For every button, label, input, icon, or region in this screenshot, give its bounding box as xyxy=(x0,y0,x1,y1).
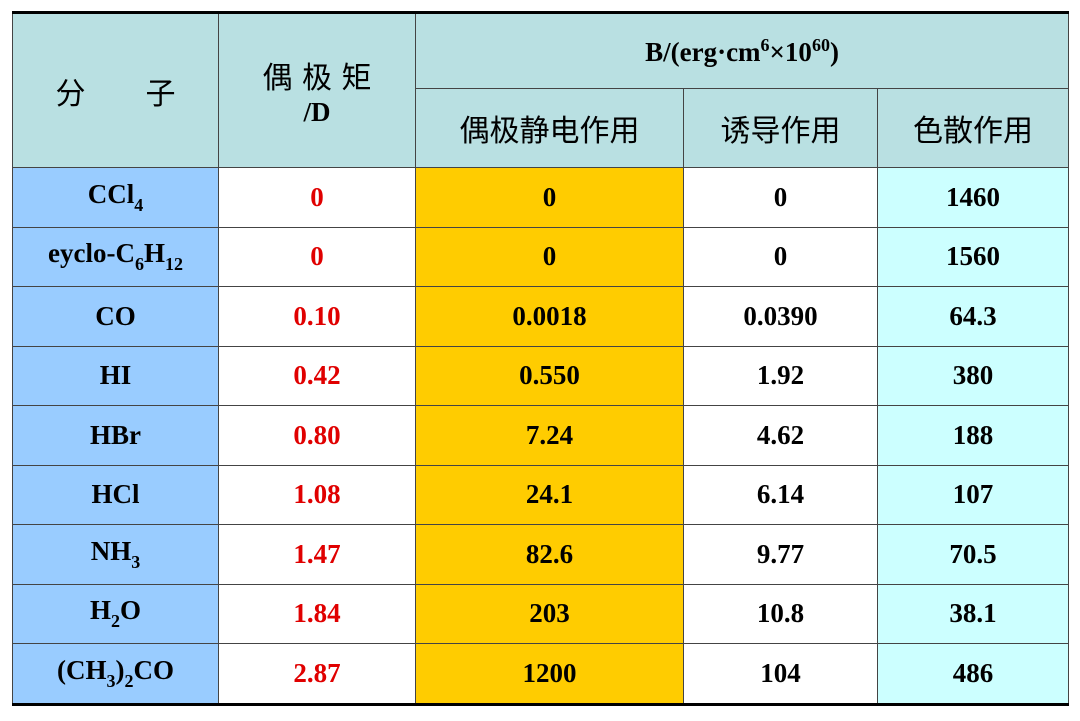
text-segment: HCl xyxy=(91,479,140,510)
value-cell: 107 xyxy=(876,464,1070,525)
table-container: 分 子 偶 极 矩/D B/(erg·cm6×1060) 偶极静电作用 诱导作用色… xyxy=(12,11,1070,706)
value-cell: 0 xyxy=(218,167,416,228)
header-text: 偶 极 矩 xyxy=(262,61,372,96)
text-segment: NH xyxy=(90,535,132,566)
table-row: HBr 0.80 7.24 4.62 188 xyxy=(12,405,1070,466)
value-cell: 6.14 xyxy=(683,464,878,525)
text-segment: 12 xyxy=(164,254,183,275)
value-cell: 380 xyxy=(876,345,1070,406)
table-row: CO 0.10 0.0018 0.0390 64.3 xyxy=(12,286,1070,347)
table-row: HCl 1.08 24.1 6.14 107 xyxy=(12,464,1070,525)
text-segment: CO xyxy=(133,654,175,685)
molecule-cell: NH3 xyxy=(12,524,219,585)
value-cell: 0.0390 xyxy=(683,286,878,347)
value-cell: 1.84 xyxy=(218,583,416,644)
value-cell: 24.1 xyxy=(415,464,684,525)
value-cell: 1.92 xyxy=(683,345,878,406)
value-cell: 0.0018 xyxy=(415,286,684,347)
value-cell: 1560 xyxy=(876,226,1070,287)
value-cell: 0 xyxy=(218,226,416,287)
molecule-cell: H2O xyxy=(12,583,219,644)
value-cell: 0.42 xyxy=(218,345,416,406)
header-text: 分 子 xyxy=(55,76,176,112)
header-text: /D xyxy=(303,97,331,127)
value-cell: 10.8 xyxy=(683,583,878,644)
value-cell: 188 xyxy=(876,405,1070,466)
text-segment: O xyxy=(120,595,142,626)
text-segment: 6 xyxy=(134,254,144,275)
value-cell: 0 xyxy=(415,167,684,228)
value-cell: 4.62 xyxy=(683,405,878,466)
molecule-cell: CCl4 xyxy=(12,167,219,228)
text-segment: 3 xyxy=(131,551,141,572)
molecule-cell: CO xyxy=(12,286,219,347)
text-segment: 2 xyxy=(111,611,120,632)
table-row: CCl4 0 0 0 1460 xyxy=(12,167,1070,228)
value-cell: 0 xyxy=(683,167,878,228)
table-row: (CH3)2CO 2.87 1200 104 486 xyxy=(12,643,1070,705)
header-text: 偶极静电作用 xyxy=(459,114,640,149)
text-segment: 4 xyxy=(134,194,144,215)
text-segment: B/(erg·cm xyxy=(645,36,761,67)
molecule-cell: HBr xyxy=(12,405,219,466)
text-segment: 60 xyxy=(811,34,830,55)
value-cell: 7.24 xyxy=(415,405,684,466)
value-cell: 0 xyxy=(415,226,684,287)
table-row: NH3 1.47 82.6 9.77 70.5 xyxy=(12,524,1070,585)
value-cell: 82.6 xyxy=(415,524,684,585)
text-segment: HI xyxy=(99,360,132,391)
text-segment: H xyxy=(143,238,165,269)
text-segment: ) xyxy=(829,36,839,67)
text-segment: CO xyxy=(95,300,136,331)
value-cell: 0 xyxy=(683,226,878,287)
value-cell: 0.550 xyxy=(415,345,684,406)
table-row: eyclo-C6H12 0 0 0 1560 xyxy=(12,226,1070,287)
text-segment: 2 xyxy=(124,670,134,691)
text-segment: HBr xyxy=(90,419,141,450)
value-cell: 1.08 xyxy=(218,464,416,525)
value-cell: 1.47 xyxy=(218,524,416,585)
value-cell: 1460 xyxy=(876,167,1070,228)
header-cell: 色散作用 xyxy=(876,88,1070,168)
text-segment: H xyxy=(89,595,111,626)
text-segment: 3 xyxy=(106,670,116,691)
text-segment: (CH xyxy=(57,654,107,685)
value-cell: 2.87 xyxy=(218,643,416,705)
value-cell: 38.1 xyxy=(876,583,1070,644)
text-segment: 6 xyxy=(760,34,770,55)
value-cell: 0.80 xyxy=(218,405,416,466)
text-segment: ) xyxy=(115,654,125,685)
molecule-cell: HCl xyxy=(12,464,219,525)
header-text: 色散作用 xyxy=(913,114,1034,149)
value-cell: 1200 xyxy=(415,643,684,705)
header-cell: 诱导作用 xyxy=(683,88,878,168)
value-cell: 203 xyxy=(415,583,684,644)
value-cell: 486 xyxy=(876,643,1070,705)
value-cell: 104 xyxy=(683,643,878,705)
text-segment: CCl xyxy=(87,178,135,209)
value-cell: 70.5 xyxy=(876,524,1070,585)
molecule-cell: HI xyxy=(12,345,219,406)
value-cell: 9.77 xyxy=(683,524,878,585)
value-cell: 0.10 xyxy=(218,286,416,347)
header-cell: 偶极静电作用 xyxy=(415,88,684,168)
header-cell: 分 子 xyxy=(12,12,219,168)
header-cell: 偶 极 矩/D xyxy=(218,12,416,168)
header-text: 诱导作用 xyxy=(720,114,841,149)
data-table: 分 子 偶 极 矩/D B/(erg·cm6×1060) 偶极静电作用 诱导作用色… xyxy=(12,11,1070,706)
text-segment: eyclo-C xyxy=(48,238,135,269)
value-cell: 64.3 xyxy=(876,286,1070,347)
text-segment: ×10 xyxy=(769,36,812,67)
table-row: H2O 1.84 203 10.8 38.1 xyxy=(12,583,1070,644)
molecule-cell: eyclo-C6H12 xyxy=(12,226,219,287)
header-cell: B/(erg·cm6×1060) xyxy=(414,12,1070,89)
molecule-cell: (CH3)2CO xyxy=(12,643,219,705)
table-row: HI 0.42 0.550 1.92 380 xyxy=(12,345,1070,406)
